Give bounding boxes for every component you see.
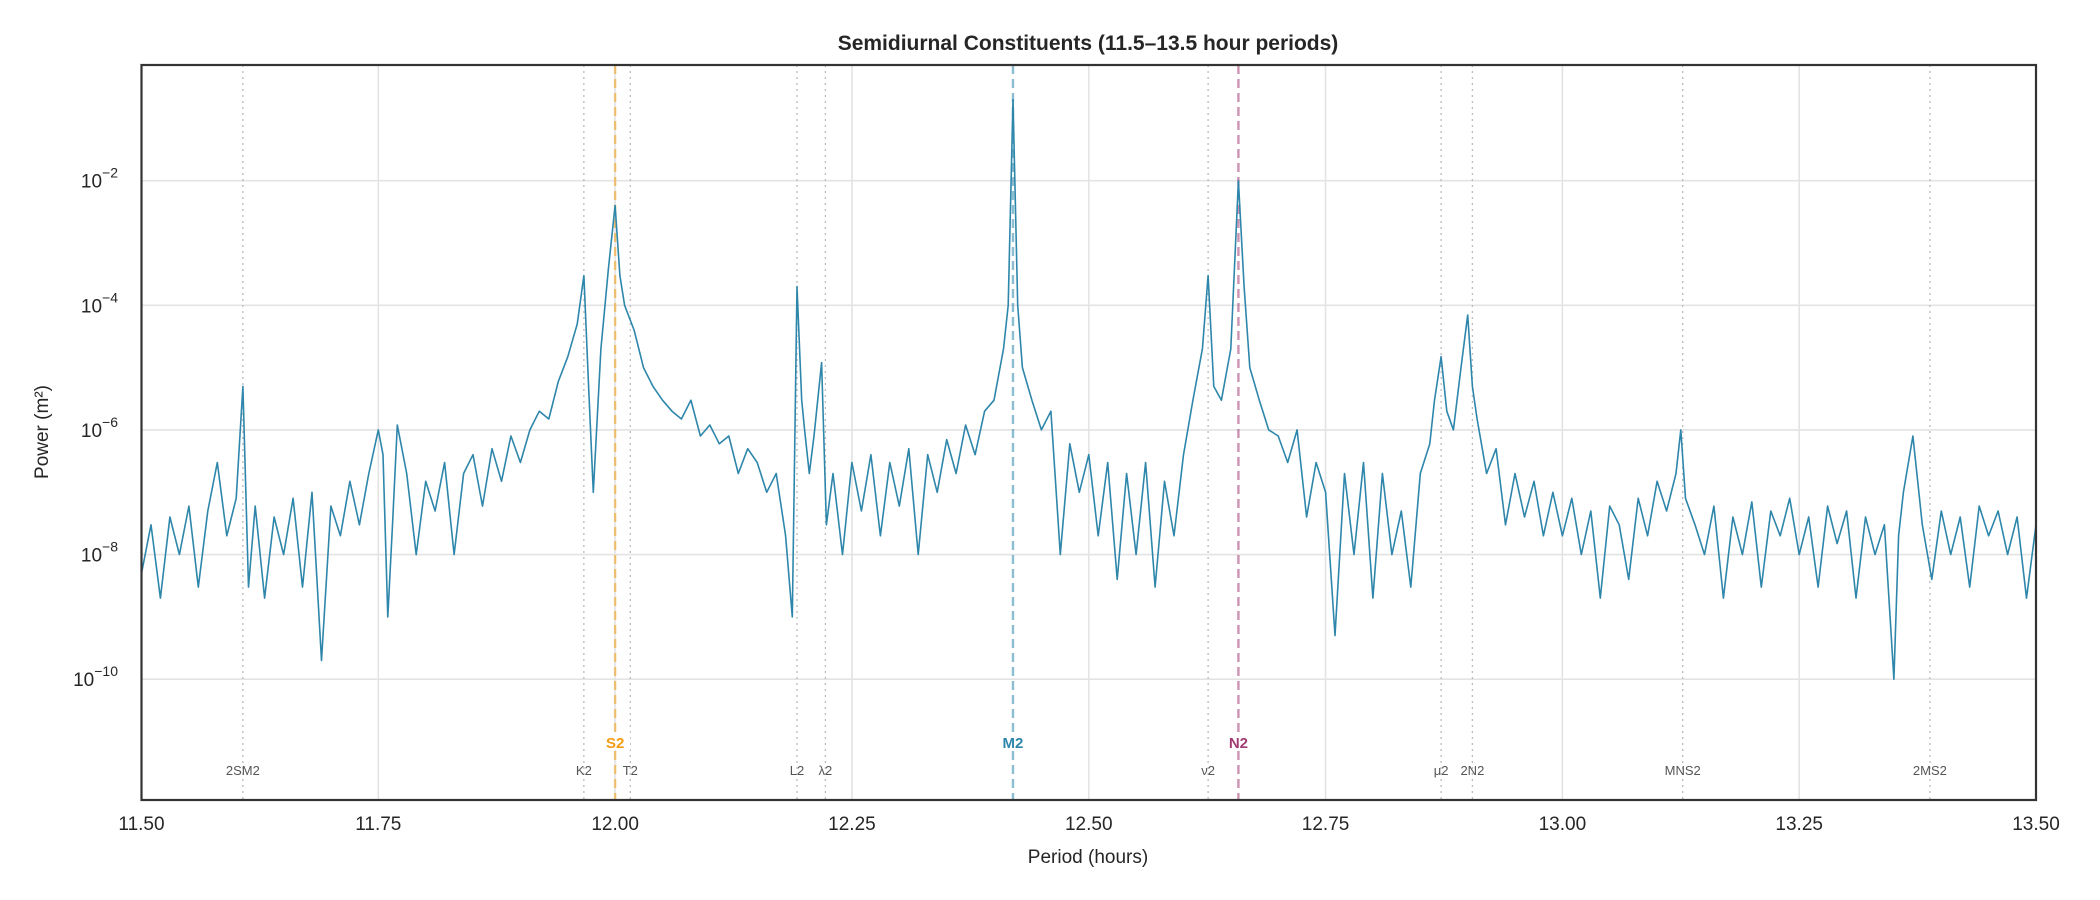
chart-title: Semidiurnal Constituents (11.5–13.5 hour…	[838, 32, 1339, 55]
y-axis-label: Power (m²)	[32, 385, 53, 479]
major-constituent-label: N2	[1229, 735, 1248, 752]
x-tick-label: 13.25	[1775, 814, 1823, 835]
y-tick-label: 10−2	[81, 165, 118, 193]
major-label-bg	[1223, 732, 1254, 750]
major-constituent-label: S2	[606, 735, 624, 752]
minor-constituent-label: K2	[576, 763, 592, 778]
x-tick-label: 12.50	[1065, 814, 1113, 835]
x-tick-label: 13.00	[1539, 814, 1587, 835]
grid	[140, 65, 2037, 800]
x-tick-label: 12.75	[1302, 814, 1350, 835]
minor-constituent-label: L2	[790, 763, 804, 778]
y-tick-label: 10−6	[81, 414, 118, 442]
x-tick-label: 11.50	[118, 814, 164, 835]
x-tick-label: 13.50	[2012, 814, 2060, 835]
constituent-lines: 2SM2 K2 T2 L2 λ2 ν2 μ2 2N2 MNS2 2MS2 S2 M2 N2	[226, 65, 1947, 800]
x-tick-label: 12.00	[591, 814, 639, 835]
major-label-bg	[997, 732, 1028, 750]
minor-constituent-label: 2N2	[1460, 763, 1484, 778]
axes-frame	[140, 63, 2038, 802]
y-tick-label: 10−8	[81, 539, 118, 567]
minor-constituent-label: ν2	[1201, 763, 1215, 778]
x-tick-label: 11.75	[355, 814, 401, 835]
x-axis-label: Period (hours)	[1028, 847, 1148, 868]
minor-constituent-label: T2	[623, 763, 638, 778]
power-spectrum-line	[141, 98, 2036, 681]
x-ticks: 11.50 11.75 12.00 12.25 12.50 12.75 13.00 13.25…	[118, 814, 2059, 835]
x-tick-label: 12.25	[828, 814, 876, 835]
plot-area	[141, 98, 2036, 681]
y-tick-label: 10−4	[81, 289, 118, 317]
y-ticks: 10−2 10−4 10−6 10−8 10−10	[73, 165, 118, 691]
minor-constituent-label: MNS2	[1665, 763, 1701, 778]
y-tick-label: 10−10	[73, 663, 118, 691]
major-constituent-label: M2	[1003, 735, 1024, 752]
minor-constituent-label: 2SM2	[226, 763, 260, 778]
minor-constituent-label: 2MS2	[1913, 763, 1947, 778]
major-label-bg	[600, 732, 631, 750]
minor-constituent-label: λ2	[819, 763, 833, 778]
minor-constituent-label: μ2	[1434, 763, 1449, 778]
